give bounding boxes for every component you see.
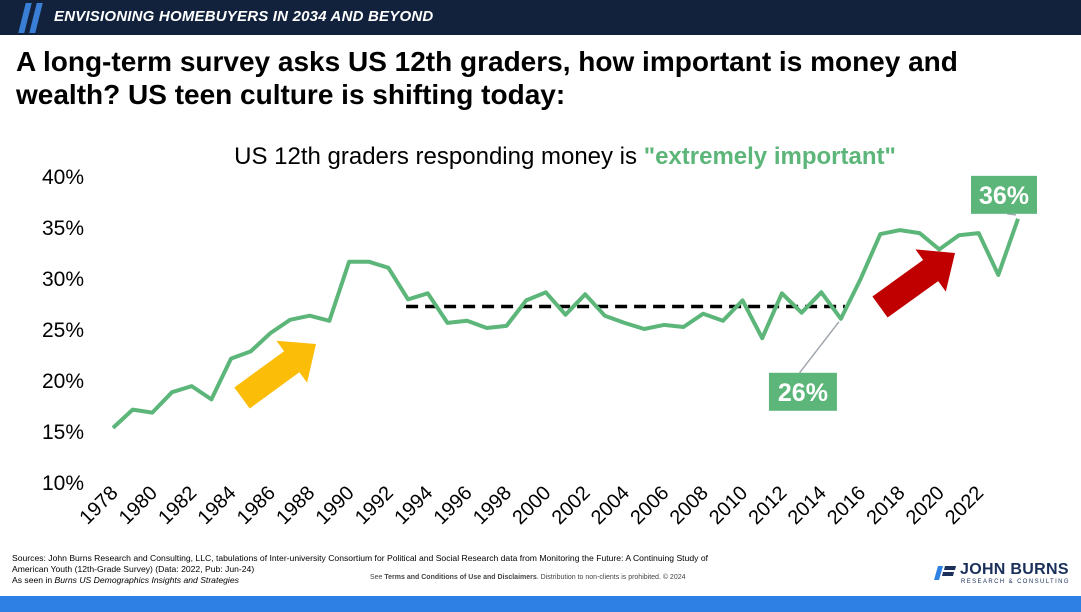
y-tick-label: 40% — [42, 166, 84, 189]
y-tick-label: 35% — [42, 217, 84, 240]
y-tick-label: 10% — [42, 472, 84, 495]
x-tick-label: 2014 — [784, 482, 831, 529]
x-tick-label: 1984 — [194, 482, 241, 529]
callout-leader-line — [798, 321, 840, 374]
chart-title: US 12th graders responding money is "ext… — [0, 143, 1081, 171]
sources-line-2: American Youth (12th-Grade Survey) (Data… — [12, 564, 255, 574]
x-tick-label: 2012 — [744, 482, 791, 529]
logo-mark-icon — [934, 566, 956, 580]
y-axis: 10% 15% 20% 25% 30% 35% 40% — [42, 166, 84, 495]
sources-line-1: Sources: John Burns Research and Consult… — [12, 553, 708, 563]
x-tick-label: 1986 — [233, 482, 280, 529]
chart-title-prefix: US 12th graders responding money is — [234, 143, 644, 170]
section-title: ENVISIONING HOMEBUYERS IN 2034 AND BEYON… — [54, 8, 434, 25]
x-tick-label: 1980 — [115, 482, 162, 529]
callout-box — [768, 372, 837, 411]
x-tick-label: 1998 — [469, 482, 516, 529]
callout-leader-line — [1007, 213, 1017, 216]
x-tick-label: 2002 — [548, 482, 595, 529]
x-tick-label: 2006 — [626, 482, 673, 529]
callout-label: 36% — [979, 182, 1029, 210]
callout-box — [971, 175, 1037, 214]
x-axis: 1978198019821984198619881990199219941996… — [76, 482, 989, 529]
x-tick-label: 1990 — [312, 482, 359, 529]
x-tick-label: 2016 — [823, 482, 870, 529]
x-tick-label: 1994 — [390, 482, 437, 529]
x-tick-label: 2008 — [666, 482, 713, 529]
x-tick-label: 2010 — [705, 482, 752, 529]
terms-prefix: See — [370, 574, 385, 581]
terms-note: See Terms and Conditions of Use and Disc… — [370, 574, 686, 581]
seen-in-prefix: As seen in — [12, 575, 55, 585]
john-burns-logo: JOHN BURNS RESEARCH & CONSULTING — [934, 561, 1074, 588]
terms-link[interactable]: Terms and Conditions of Use and Disclaim… — [384, 574, 537, 581]
logo-subtitle: RESEARCH & CONSULTING — [961, 579, 1070, 585]
red-up-arrow — [872, 249, 955, 318]
trend-arrows — [234, 249, 955, 409]
x-tick-label: 2004 — [587, 482, 634, 529]
x-tick-label: 2020 — [902, 482, 949, 529]
x-tick-label: 1988 — [272, 482, 319, 529]
yellow-up-arrow — [234, 340, 316, 409]
y-tick-label: 15% — [42, 421, 84, 444]
x-tick-label: 2022 — [941, 482, 988, 529]
y-tick-label: 20% — [42, 370, 84, 393]
footer-bar — [0, 596, 1081, 612]
callout-label: 26% — [778, 379, 828, 407]
logo-name: JOHN BURNS — [960, 561, 1069, 578]
callout-leaders — [798, 213, 1017, 374]
x-tick-label: 1996 — [430, 482, 477, 529]
headline: A long-term survey asks US 12th graders,… — [16, 46, 958, 110]
header-bar: ENVISIONING HOMEBUYERS IN 2034 AND BEYON… — [0, 0, 1081, 35]
x-tick-label: 2000 — [508, 482, 555, 529]
y-tick-label: 30% — [42, 268, 84, 291]
x-tick-label: 2018 — [862, 482, 909, 529]
seen-in-line: As seen in Burns US Demographics Insight… — [12, 575, 842, 586]
series-line — [111, 218, 1020, 430]
line-chart: 10% 15% 20% 25% 30% 35% 40% 197819801982198419… — [42, 166, 1037, 529]
x-tick-label: 1982 — [154, 482, 201, 529]
terms-suffix: . Distribution to non-clients is prohibi… — [536, 574, 686, 581]
seen-in-title: Burns US Demographics Insights and Strat… — [54, 575, 239, 585]
chart-title-highlight: "extremely important" — [643, 143, 896, 170]
callouts: 26% 36% — [768, 175, 1037, 411]
x-tick-label: 1992 — [351, 482, 398, 529]
y-tick-label: 25% — [42, 319, 84, 342]
sources-note: Sources: John Burns Research and Consult… — [12, 553, 842, 586]
